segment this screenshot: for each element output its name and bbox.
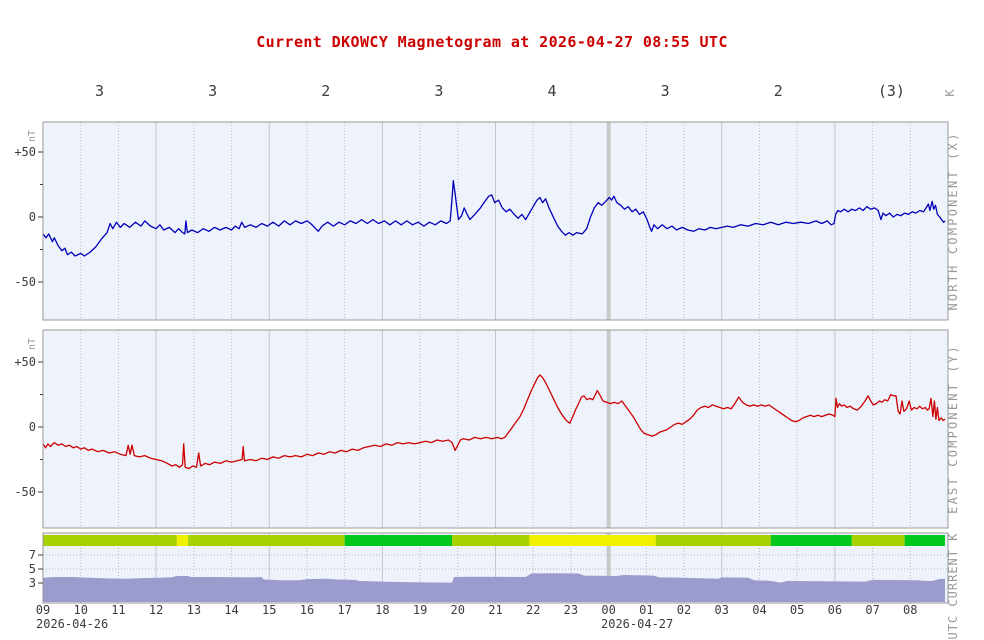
- east-component-chart: +50 0 -50 nT EAST COMPONENT (Y): [14, 329, 960, 529]
- north-component-chart: +50 0 -50 nT NORTH COMPONENT (X): [14, 121, 960, 321]
- hour-tick-label: 17: [337, 603, 351, 617]
- data-line: [42, 179, 946, 257]
- hour-tick-label: 16: [300, 603, 314, 617]
- right-axis-label: UTC CURRENT K: [946, 533, 960, 640]
- current-k-area: [43, 573, 945, 602]
- k-interval-value: 3: [95, 82, 104, 100]
- k-interval-value: 3: [661, 82, 670, 100]
- y-tick-label: +50: [14, 355, 36, 369]
- k-index-bar-segment: [655, 535, 771, 546]
- time-axis: 09 10 11 12 13 14 15 16 17 18 19 20 21 22 23 00 01 02 03 04…: [36, 603, 918, 631]
- k-index-bar-segment: [452, 535, 530, 546]
- panel-frame: [42, 532, 949, 604]
- k-interval-value: (3): [878, 82, 905, 100]
- k-index-bar-segment: [176, 535, 189, 546]
- k-index-bar-segment: [529, 535, 656, 546]
- hour-tick-label: 18: [375, 603, 389, 617]
- hour-tick-label: 23: [564, 603, 578, 617]
- hour-tick-label: 07: [865, 603, 879, 617]
- y-tick-label: +50: [14, 145, 36, 159]
- right-axis-label: EAST COMPONENT (Y): [946, 344, 960, 514]
- hour-tick-label: 08: [903, 603, 917, 617]
- hour-tick-label: 22: [526, 603, 540, 617]
- y-tick-label: 7: [29, 548, 36, 562]
- y-tick-label: 5: [29, 562, 36, 576]
- y-tick-label: 0: [29, 210, 36, 224]
- k-interval-value: 3: [434, 82, 443, 100]
- y-tick-label: 3: [29, 576, 36, 590]
- right-axis-label: NORTH COMPONENT (X): [946, 131, 960, 310]
- data-line: [42, 374, 946, 470]
- hour-tick-label: 12: [149, 603, 163, 617]
- hour-tick-label: 00: [601, 603, 615, 617]
- hour-tick-label: 19: [413, 603, 427, 617]
- hour-tick-label: 21: [488, 603, 502, 617]
- panel-frame: [42, 121, 949, 321]
- hour-tick-label: 13: [187, 603, 201, 617]
- k-index-bar-segment: [770, 535, 852, 546]
- hour-tick-label: 04: [752, 603, 766, 617]
- hour-tick-label: 11: [111, 603, 125, 617]
- k-index-bar-segment: [43, 535, 177, 546]
- k-interval-value: 4: [548, 82, 557, 100]
- hour-tick-label: 15: [262, 603, 276, 617]
- hour-tick-label: 20: [451, 603, 465, 617]
- k-interval-row: 3 3 2 3 4 3 2 (3) K: [95, 82, 957, 100]
- k-interval-value: 2: [321, 82, 330, 100]
- current-k-panel: 753 UTC CURRENT K: [29, 532, 960, 640]
- hour-tick-label: 09: [36, 603, 50, 617]
- k-interval-value: 2: [774, 82, 783, 100]
- hour-tick-label: 06: [828, 603, 842, 617]
- page-title: Current DKOWCY Magnetogram at 2026-04-27…: [256, 33, 728, 51]
- y-unit-label: nT: [27, 130, 38, 142]
- y-tick-label: -50: [14, 485, 36, 499]
- k-index-bar-segment: [188, 535, 345, 546]
- y-tick-label: 0: [29, 420, 36, 434]
- panel-frame: [42, 329, 949, 529]
- date-label-right: 2026-04-27: [601, 617, 673, 631]
- k-index-bar-segment: [904, 535, 945, 546]
- y-unit-label: nT: [27, 338, 38, 350]
- hour-tick-label: 03: [715, 603, 729, 617]
- y-tick-label: -50: [14, 275, 36, 289]
- k-axis-label: K: [943, 89, 957, 97]
- hour-tick-label: 10: [73, 603, 87, 617]
- k-interval-value: 3: [208, 82, 217, 100]
- hour-tick-label: 05: [790, 603, 804, 617]
- hour-tick-label: 01: [639, 603, 653, 617]
- hour-tick-label: 02: [677, 603, 691, 617]
- k-index-bar-segment: [851, 535, 905, 546]
- k-index-bar-segment: [344, 535, 453, 546]
- date-label-left: 2026-04-26: [36, 617, 108, 631]
- hour-tick-label: 14: [224, 603, 238, 617]
